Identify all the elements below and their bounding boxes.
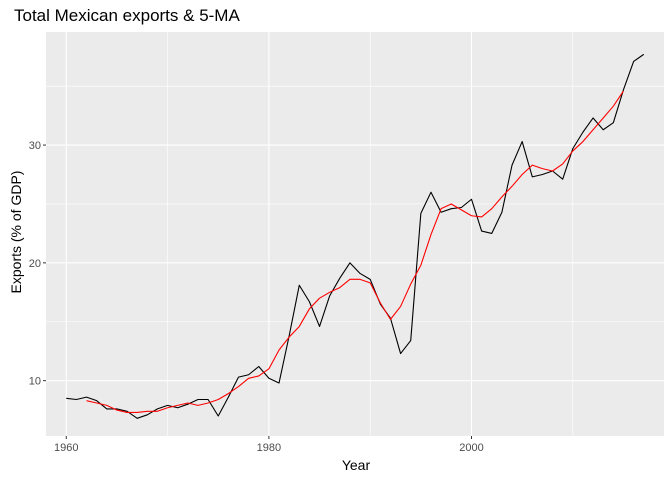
x-axis-tick-labels: 1960 1980 2000	[54, 442, 484, 454]
y-axis-tick-labels: 10 20 30	[29, 140, 41, 388]
exports-series-line	[66, 53, 645, 419]
x-tick-label: 1960	[54, 442, 78, 454]
y-axis-title: Exports (% of GDP)	[8, 171, 24, 294]
x-tick-label: 2000	[459, 442, 483, 454]
x-axis-title: Year	[342, 457, 371, 473]
minor-gridlines	[46, 32, 664, 436]
y-tick-label: 30	[29, 140, 41, 152]
axis-ticks	[43, 144, 473, 439]
moving-average-series-line	[86, 90, 624, 413]
y-tick-label: 10	[29, 376, 41, 388]
y-tick-label: 20	[29, 258, 41, 270]
major-gridlines	[46, 32, 664, 436]
chart-title: Total Mexican exports & 5-MA	[14, 6, 240, 25]
x-tick-label: 1980	[257, 442, 281, 454]
series-layer	[66, 53, 645, 419]
plot-panel	[46, 32, 664, 436]
